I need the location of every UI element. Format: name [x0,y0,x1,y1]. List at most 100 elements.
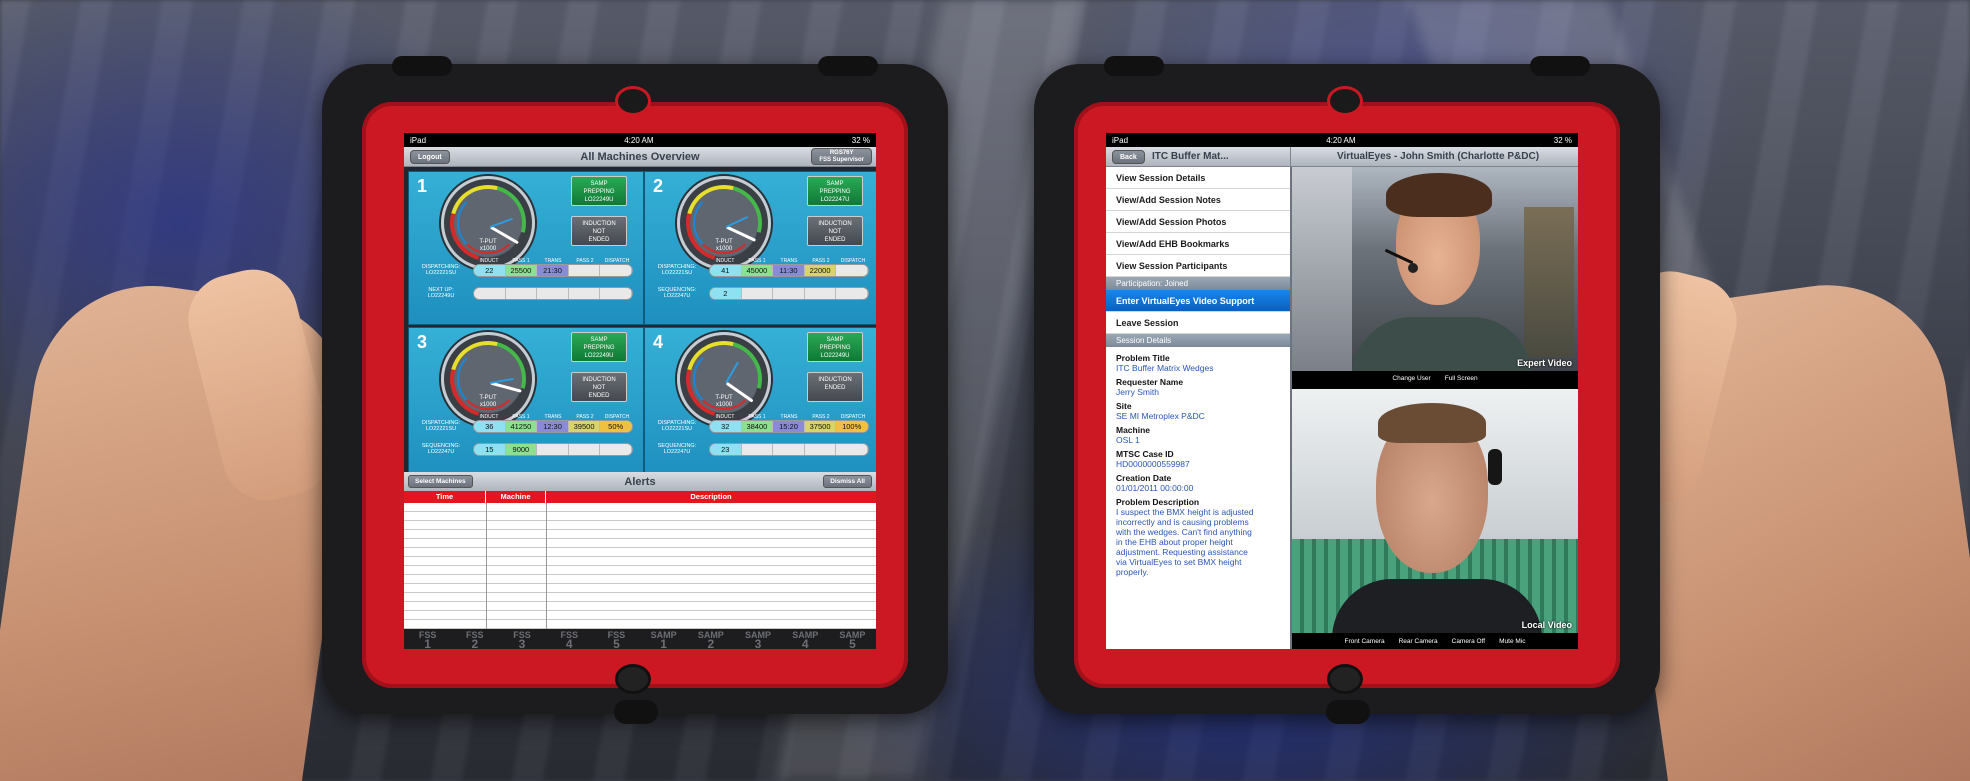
change-user-button[interactable]: Change User [1392,374,1431,382]
front-camera-button[interactable]: Front Camera [1344,637,1385,645]
pass-header-label: INDUCT [715,414,735,420]
progress-cell [569,288,601,299]
machine-panel-4[interactable]: 4 T-PUT x1000 SAMP PREPPING LO22249U INDUCTI… [644,327,876,481]
induction-status-badge[interactable]: INDUCTION ENDED [807,372,863,402]
machine-tab[interactable]: SAMP 1 [640,629,687,650]
alert-row[interactable] [404,602,876,611]
samp-status-badge[interactable]: SAMP PREPPING LO22249U [571,176,627,206]
alert-row[interactable] [404,611,876,620]
progress-cell: 32 [710,421,742,432]
machine-panel-1[interactable]: 1 T-PUT x1000 SAMP PREPPING LO22249U INDUCTI… [408,171,644,325]
samp-status-badge[interactable]: SAMP PREPPING LO22249U [807,332,863,362]
alert-row[interactable] [404,521,876,530]
detail-value: ITC Buffer Matrix Wedges [1116,363,1214,373]
pass-header-label: TRANS [780,414,798,420]
menu-item[interactable]: View/Add Session Notes [1106,189,1290,211]
alert-row[interactable] [404,503,876,512]
full-screen-button[interactable]: Full Screen [1444,374,1478,382]
enter-video-support-item[interactable]: Enter VirtualEyes Video Support [1106,290,1290,312]
alert-row[interactable] [404,593,876,602]
row2-label: SEQUENCING: LO22247U [657,443,697,455]
samp-status-badge[interactable]: SAMP PREPPING LO22247U [807,176,863,206]
alert-row[interactable] [404,548,876,557]
menu-item[interactable]: View/Add Session Photos [1106,211,1290,233]
tab-type: FSS [466,630,484,640]
session-details-header: Session Details [1106,334,1290,347]
machine-tab[interactable]: FSS 5 [593,629,640,650]
menu-item[interactable]: View Session Participants [1106,255,1290,277]
progress-cell: 39500 [568,421,601,432]
progress-cell: 50% [600,421,632,432]
pass-header-label: DISPATCH [604,414,630,420]
alert-row[interactable] [404,512,876,521]
dispatching-progress: 41 45000 11:30 22000 [709,264,869,277]
alert-row[interactable] [404,566,876,575]
samp-status-badge[interactable]: SAMP PREPPING LO22249U [571,332,627,362]
menu-item[interactable]: View Session Details [1106,167,1290,189]
badge-line: LO22249U [584,353,614,359]
machine-tab-bar: FSS 1 FSS 2 FSS 3 FSS 4 FSS 5 SAMP 1 SAMP 2 SAMP 3 SAMP 4… [404,629,876,649]
progress-cell [537,444,569,455]
alerts-title: Alerts [624,475,656,488]
progress-cell [836,288,868,299]
clock-text: 4:20 AM [1326,135,1356,145]
progress-cell: 23 [710,444,742,455]
machine-tab[interactable]: FSS 1 [404,629,451,650]
menu-item[interactable]: View/Add EHB Bookmarks [1106,233,1290,255]
badge-line: SAMP [590,181,608,187]
pass-header-label: INDUCT [715,258,735,264]
machine-panel-2[interactable]: 2 T-PUT x1000 SAMP PREPPING LO22247U INDUCTI… [644,171,876,325]
progress-cell: 25500 [505,265,538,276]
home-button[interactable] [1327,664,1363,694]
leave-session-item[interactable]: Leave Session [1106,312,1290,334]
user-button[interactable]: RGS76Y FSS Supervisor [811,148,872,165]
pass-header-label: PASS 1 [748,258,766,264]
machine-tab[interactable]: SAMP 4 [782,629,829,650]
tab-type: SAMP [792,630,819,640]
page-title: All Machines Overview [580,150,700,163]
progress-cell: 21:30 [537,265,569,276]
rear-camera-button[interactable]: Rear Camera [1398,637,1438,645]
dismiss-all-button[interactable]: Dismiss All [823,475,872,488]
alert-row[interactable] [404,557,876,566]
machine-tab[interactable]: FSS 3 [498,629,545,650]
mute-mic-button[interactable]: Mute Mic [1499,637,1526,645]
machine-panel-3[interactable]: 3 T-PUT x1000 SAMP PREPPING LO22249U INDUCTI… [408,327,644,481]
machine-tab[interactable]: SAMP 2 [687,629,734,650]
camera-off-button[interactable]: Camera Off [1451,637,1486,645]
row1-label: DISPATCHING: LO22221SU [657,420,697,432]
progress-cell [773,288,805,299]
machine-tab[interactable]: SAMP 5 [829,629,876,650]
progress-cell [569,265,601,276]
detail-label: Requester Name [1116,377,1184,387]
select-machines-button[interactable]: Select Machines [408,475,473,488]
alert-row[interactable] [404,539,876,548]
gauge-label: T-PUT [715,395,733,401]
row1-label: DISPATCHING: LO22221SU [657,264,697,276]
induction-status-badge[interactable]: INDUCTION NOT ENDED [571,216,627,246]
alert-row[interactable] [404,620,876,629]
tab-number: 2 [707,637,715,649]
tab-type: SAMP [745,630,772,640]
progress-cell: 22 [474,265,506,276]
alert-row[interactable] [404,530,876,539]
progress-cell [836,265,868,276]
induction-status-badge[interactable]: INDUCTION NOT ENDED [571,372,627,402]
induction-status-badge[interactable]: INDUCTION NOT ENDED [807,216,863,246]
machine-tab[interactable]: FSS 2 [451,629,498,650]
progress-cell [600,444,632,455]
local-video-controls: Front Camera Rear Camera Camera Off Mute… [1292,633,1578,649]
expert-video-feed[interactable]: Expert Video [1292,167,1578,371]
alert-row[interactable] [404,575,876,584]
home-button[interactable] [615,664,651,694]
local-video-feed[interactable]: Local Video [1292,389,1578,633]
machine-tab[interactable]: FSS 4 [546,629,593,650]
machine-number: 3 [417,332,428,352]
logout-button[interactable]: Logout [410,150,450,164]
back-button[interactable]: Back [1112,150,1145,164]
machine-tab[interactable]: SAMP 3 [734,629,781,650]
progress-cell [805,288,837,299]
throughput-gauge: T-PUT x1000 [672,327,776,431]
alert-row[interactable] [404,584,876,593]
tab-type: FSS [607,630,626,640]
